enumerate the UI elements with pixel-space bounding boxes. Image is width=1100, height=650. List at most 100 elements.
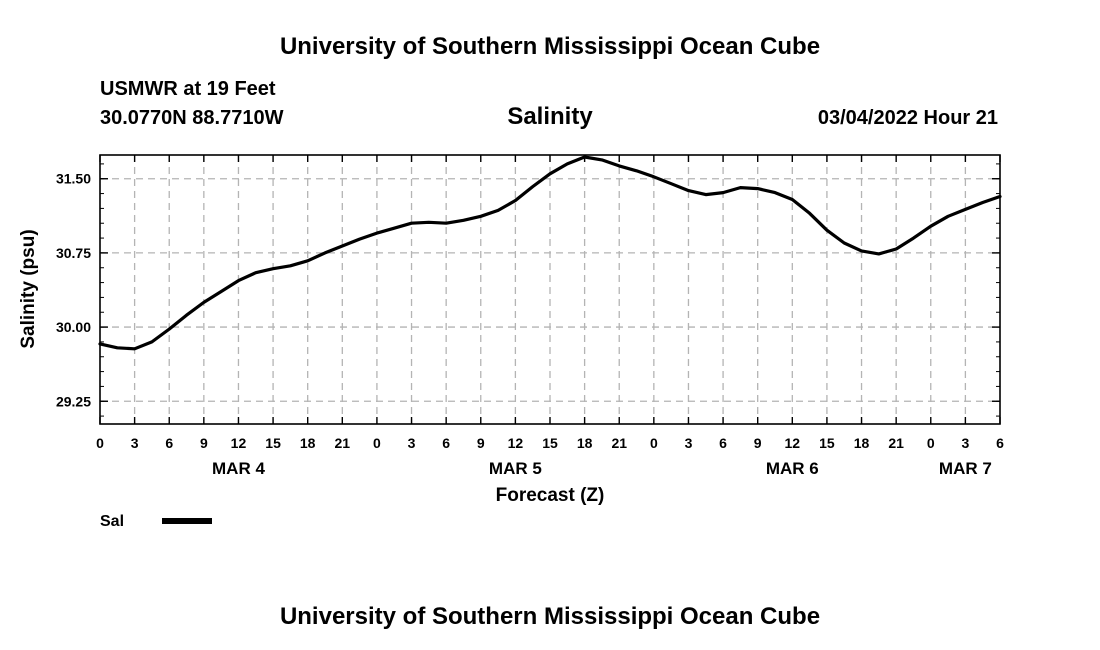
- data-point: [376, 232, 378, 234]
- data-point: [670, 182, 672, 185]
- x-tick-label: 0: [373, 435, 381, 451]
- x-tick-label: 0: [927, 435, 935, 451]
- x-tick-label: 9: [477, 435, 485, 451]
- data-point: [479, 215, 482, 218]
- station-label: USMWR at 19 Feet: [100, 78, 276, 100]
- x-tick-label: 21: [888, 435, 904, 451]
- data-point: [428, 221, 430, 224]
- data-point: [549, 172, 551, 175]
- data-point: [168, 328, 171, 330]
- x-tick-label: 15: [265, 435, 281, 451]
- y-tick-label: 31.50: [56, 171, 91, 187]
- data-point: [929, 225, 932, 228]
- x-tick-label: 15: [542, 435, 558, 451]
- data-point: [116, 347, 119, 349]
- data-point: [462, 219, 465, 222]
- day-label: MAR 7: [939, 459, 992, 478]
- data-point: [393, 227, 396, 229]
- data-point: [220, 290, 222, 293]
- data-point: [687, 189, 690, 192]
- coordinates-label: 30.0770N 88.7710W: [100, 107, 284, 129]
- y-axis-label: Salinity (psu): [18, 229, 39, 348]
- data-point: [964, 208, 967, 211]
- legend: Sal: [100, 513, 212, 530]
- data-point: [531, 185, 534, 188]
- data-point: [618, 165, 621, 167]
- data-point: [774, 191, 776, 194]
- data-point: [653, 175, 655, 178]
- data-point: [514, 199, 517, 202]
- x-tick-label: 18: [577, 435, 593, 451]
- x-tick-label: 21: [611, 435, 627, 451]
- x-tick-label: 9: [200, 435, 208, 451]
- day-label: MAR 4: [212, 459, 265, 478]
- data-point: [497, 209, 499, 212]
- data-point: [583, 156, 586, 158]
- data-point: [826, 229, 828, 231]
- y-tick-label: 30.75: [56, 245, 91, 261]
- data-point: [133, 348, 136, 350]
- data-point: [843, 242, 846, 244]
- plot-area: 0 3 6 9 12 15 18 21 0 3 6 9 12 15 18 21 0 3 6 9 12 15 18 21 0 3 6 2…: [56, 154, 1004, 478]
- data-point: [306, 260, 309, 262]
- data-point: [99, 343, 101, 345]
- x-tick-label: 21: [335, 435, 351, 451]
- x-tick-label: 6: [165, 435, 173, 451]
- data-point: [272, 267, 274, 270]
- x-tick-label: 12: [785, 435, 801, 451]
- x-tick-label: 18: [300, 435, 316, 451]
- x-tick-label: 9: [754, 435, 762, 451]
- x-tick-label: 15: [819, 435, 835, 451]
- chart-title: Salinity: [507, 103, 593, 130]
- data-point: [895, 248, 897, 250]
- x-tick-label: 6: [719, 435, 727, 451]
- page-title-top: University of Southern Mississippi Ocean…: [280, 33, 820, 60]
- data-point: [566, 163, 569, 165]
- data-point: [808, 212, 811, 215]
- data-point: [912, 237, 915, 239]
- data-point: [410, 222, 413, 225]
- x-tick-label: 3: [408, 435, 416, 451]
- data-point: [601, 159, 603, 161]
- data-point: [185, 314, 188, 317]
- x-tick-label: 18: [854, 435, 870, 451]
- day-label: MAR 6: [766, 459, 819, 478]
- y-tick-label: 29.25: [56, 393, 91, 409]
- data-point: [324, 252, 326, 254]
- x-axis-label: Forecast (Z): [496, 485, 605, 506]
- data-point: [635, 170, 638, 172]
- forecast-datetime: 03/04/2022 Hour 21: [818, 107, 998, 129]
- data-point: [237, 279, 240, 282]
- x-tick-label: 0: [96, 435, 104, 451]
- data-point: [756, 187, 759, 190]
- data-point: [358, 238, 361, 240]
- legend-label: Sal: [100, 513, 124, 530]
- data-point: [722, 191, 724, 194]
- data-point: [151, 341, 153, 343]
- page-title-bottom: University of Southern Mississippi Ocean…: [280, 603, 820, 630]
- x-tick-label: 12: [231, 435, 247, 451]
- x-tick-label: 3: [685, 435, 693, 451]
- data-point: [878, 253, 880, 255]
- x-tick-label: 3: [961, 435, 969, 451]
- data-point: [203, 301, 205, 304]
- data-point: [860, 250, 863, 252]
- data-point: [739, 186, 742, 189]
- data-point: [289, 264, 292, 267]
- day-label: MAR 5: [489, 459, 542, 478]
- data-point: [981, 201, 984, 204]
- x-tick-label: 12: [508, 435, 524, 451]
- data-point: [947, 215, 949, 218]
- x-tick-label: 0: [650, 435, 658, 451]
- data-point: [254, 271, 257, 274]
- data-point: [791, 198, 794, 201]
- x-tick-label: 6: [442, 435, 450, 451]
- data-point: [445, 222, 447, 225]
- data-point: [999, 195, 1001, 198]
- data-point: [704, 193, 707, 196]
- data-point: [341, 245, 344, 247]
- y-tick-label: 30.00: [56, 319, 91, 335]
- x-tick-label: 6: [996, 435, 1004, 451]
- x-tick-label: 3: [131, 435, 139, 451]
